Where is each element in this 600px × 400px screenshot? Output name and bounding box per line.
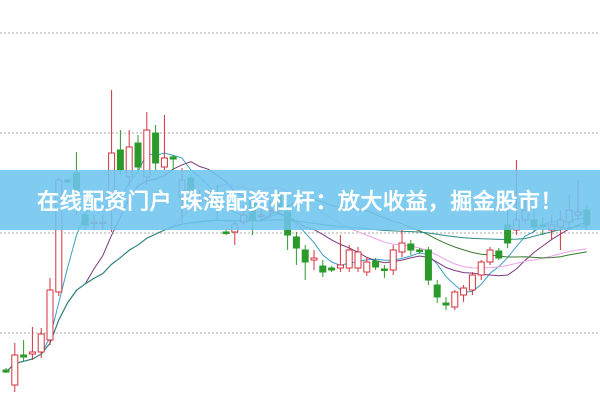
candle-body — [2, 369, 10, 373]
candle — [134, 135, 142, 170]
candle — [28, 327, 36, 360]
candle — [424, 247, 432, 285]
candle — [354, 247, 362, 272]
candle-body — [451, 291, 459, 308]
candle — [433, 280, 441, 303]
candle-body — [301, 249, 309, 263]
candle-body — [433, 284, 441, 298]
candle — [310, 250, 318, 270]
candle-body — [20, 354, 28, 358]
candle — [451, 290, 459, 310]
candle-body — [407, 243, 415, 251]
candle — [169, 155, 177, 170]
candle — [20, 340, 28, 362]
candle — [152, 125, 160, 170]
candle-body — [486, 249, 494, 263]
candle — [398, 230, 406, 257]
candle — [292, 232, 300, 265]
candle — [486, 247, 494, 265]
candle — [222, 230, 230, 235]
candle-body — [160, 157, 168, 168]
candle-body — [222, 231, 230, 234]
candle-body — [442, 302, 450, 306]
candle — [301, 245, 309, 280]
candle-body — [354, 251, 362, 269]
candle-body — [169, 156, 177, 160]
candle — [11, 343, 19, 392]
candle-body — [460, 287, 468, 296]
banner-title: 在线配资门户 珠海配资杠杆：放大收益，掘金股市！ — [37, 190, 563, 215]
candle-body — [328, 267, 336, 271]
candle — [407, 240, 415, 255]
candle-body — [424, 249, 432, 281]
candle-body — [134, 142, 142, 168]
candle-body — [46, 289, 54, 341]
candle-body — [310, 257, 318, 261]
candle-body — [28, 351, 36, 355]
candle — [46, 278, 54, 345]
candle-body — [372, 260, 380, 268]
candle — [460, 285, 468, 302]
candle-body — [398, 242, 406, 253]
candle — [2, 368, 10, 373]
candle — [389, 245, 397, 275]
candle — [477, 260, 485, 280]
candle — [328, 266, 336, 272]
candle — [468, 272, 476, 295]
candle — [363, 257, 371, 276]
candle-body — [37, 333, 45, 353]
candle-body — [116, 149, 124, 171]
candle — [319, 260, 327, 277]
candle — [380, 265, 388, 278]
candle-body — [495, 250, 503, 259]
candle — [37, 328, 45, 358]
candle-body — [345, 249, 353, 269]
title-banner: 在线配资门户 珠海配资杠杆：放大收益，掘金股市！ — [0, 170, 600, 230]
candle — [442, 297, 450, 310]
candle — [345, 245, 353, 272]
candle — [336, 235, 344, 272]
candle-body — [389, 249, 397, 271]
candle-body — [363, 261, 371, 273]
candle-body — [319, 265, 327, 273]
candle — [372, 258, 380, 270]
candle-body — [292, 236, 300, 249]
candle-body — [152, 132, 160, 164]
candle — [116, 130, 124, 175]
candle-body — [336, 264, 344, 269]
candle — [495, 248, 503, 260]
candle-body — [477, 261, 485, 276]
candle — [416, 248, 424, 254]
candles — [2, 90, 591, 392]
candle — [160, 115, 168, 170]
candle-body — [468, 274, 476, 291]
candle-body — [380, 268, 388, 271]
candle-body — [416, 249, 424, 252]
candle-body — [11, 354, 19, 386]
grid-lines — [0, 32, 600, 334]
